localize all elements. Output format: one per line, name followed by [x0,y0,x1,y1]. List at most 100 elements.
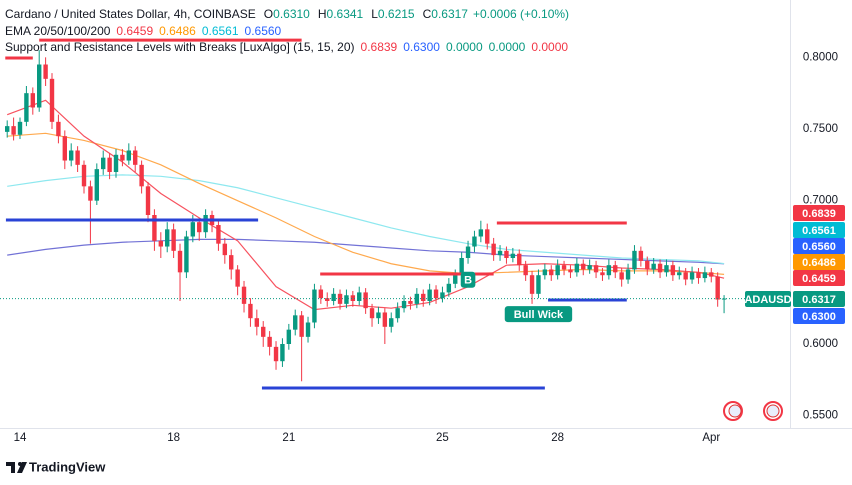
candle-body [286,329,292,344]
candle-body [472,236,477,247]
candle-body [241,286,247,304]
candle-body [62,136,68,161]
indicator-value: 0.6561 [202,24,239,38]
candle-body [145,186,151,215]
price-label-box [793,270,845,286]
candle-body [536,275,541,294]
candle-body [440,292,445,299]
ema-line [7,174,725,265]
symbol-label-box [745,291,791,307]
candle-body [101,157,106,170]
event-icon-flag [728,404,742,418]
candle-body [158,240,164,247]
indicator-value: 0.6300 [403,40,440,54]
candle-body [56,121,61,137]
candle-body [715,276,720,300]
x-tick-label: 14 [14,432,27,444]
indicator-value: 0.6459 [116,24,153,38]
candle-body [357,292,362,301]
candle-body [555,265,560,276]
candle-body [11,126,16,135]
price-label-box [793,291,845,307]
candle-body [133,150,138,165]
candle-body [421,293,426,301]
x-tick-label: 28 [551,432,564,444]
candle-body [414,293,420,304]
event-icon-flag [766,404,780,418]
candle-body [222,243,228,256]
candle-body [485,229,490,244]
legend-title: Cardano / United States Dollar, 4h, COIN… [5,7,256,21]
indicator-value: 0.6486 [159,24,196,38]
y-tick-label: 0.7000 [803,195,838,207]
candle-body [299,315,304,337]
candle-body [184,236,189,273]
candle-body [446,283,452,293]
indicator-row: EMA 20/50/100/200 0.6459 0.6486 0.6561 0.656… [5,24,282,38]
candle-body [261,326,266,337]
indicator-value: 0.0000 [489,40,526,54]
candle-body [702,272,708,279]
candle-body [561,265,567,270]
y-tick-label: 0.8000 [803,51,838,63]
candle-body [293,315,298,330]
candle-body [177,250,183,273]
price-label-box [793,238,845,254]
candle-body [30,93,36,108]
candle-body [165,229,170,247]
candle-body [376,312,381,319]
candle-body [235,269,240,287]
logo-dot [18,462,22,466]
x-tick-label: 18 [167,432,180,444]
candle-body [152,215,157,241]
candle-body [382,312,388,327]
candle-body [401,301,407,309]
candle-body [81,164,87,187]
candle-body [113,154,119,172]
price-label: 0.6300 [802,311,836,323]
candle-body [37,64,42,108]
candle-body [683,272,688,280]
y-tick-label: 0.5500 [803,410,838,422]
candle-body [171,229,176,251]
candle-body [613,265,618,273]
candle-body [600,272,605,276]
candle-body [645,260,650,270]
candle-body [709,272,714,277]
candle-body [312,289,317,323]
candle-body [197,222,202,233]
ohlc-key: L [371,7,378,21]
candle-body [190,222,196,237]
signal-label: B [464,275,472,287]
candle-body [43,64,48,79]
price-label: 0.6459 [802,273,836,285]
price-change: +0.0006 (+0.10%) [473,7,569,21]
candle-body [94,169,100,201]
candle-body [517,253,522,266]
candle-body [17,121,23,135]
candle-body [24,93,29,122]
candle-body [638,250,644,261]
candle-body [574,263,580,273]
indicator-name: Support and Resistance Levels with Break… [5,40,355,54]
candle-body [126,150,132,161]
candle-body [325,298,330,301]
candle-body [529,275,535,294]
brand-name: TradingView [29,459,106,474]
symbol-label: ADAUSD [744,294,791,306]
ohlc-key: H [318,7,327,21]
plot-area [0,38,790,390]
candle-body [696,272,701,279]
candle-body [248,303,253,319]
candle-body [280,344,285,362]
indicator-value: 0.6560 [245,24,282,38]
price-label: 0.6839 [802,208,836,220]
candle-body [427,289,432,301]
x-tick-label: 21 [282,432,295,444]
ohlc-value: 0.6215 [378,7,415,21]
candle-body [75,150,80,165]
indicator-value: 0.0000 [446,40,483,54]
candle-body [632,250,637,270]
